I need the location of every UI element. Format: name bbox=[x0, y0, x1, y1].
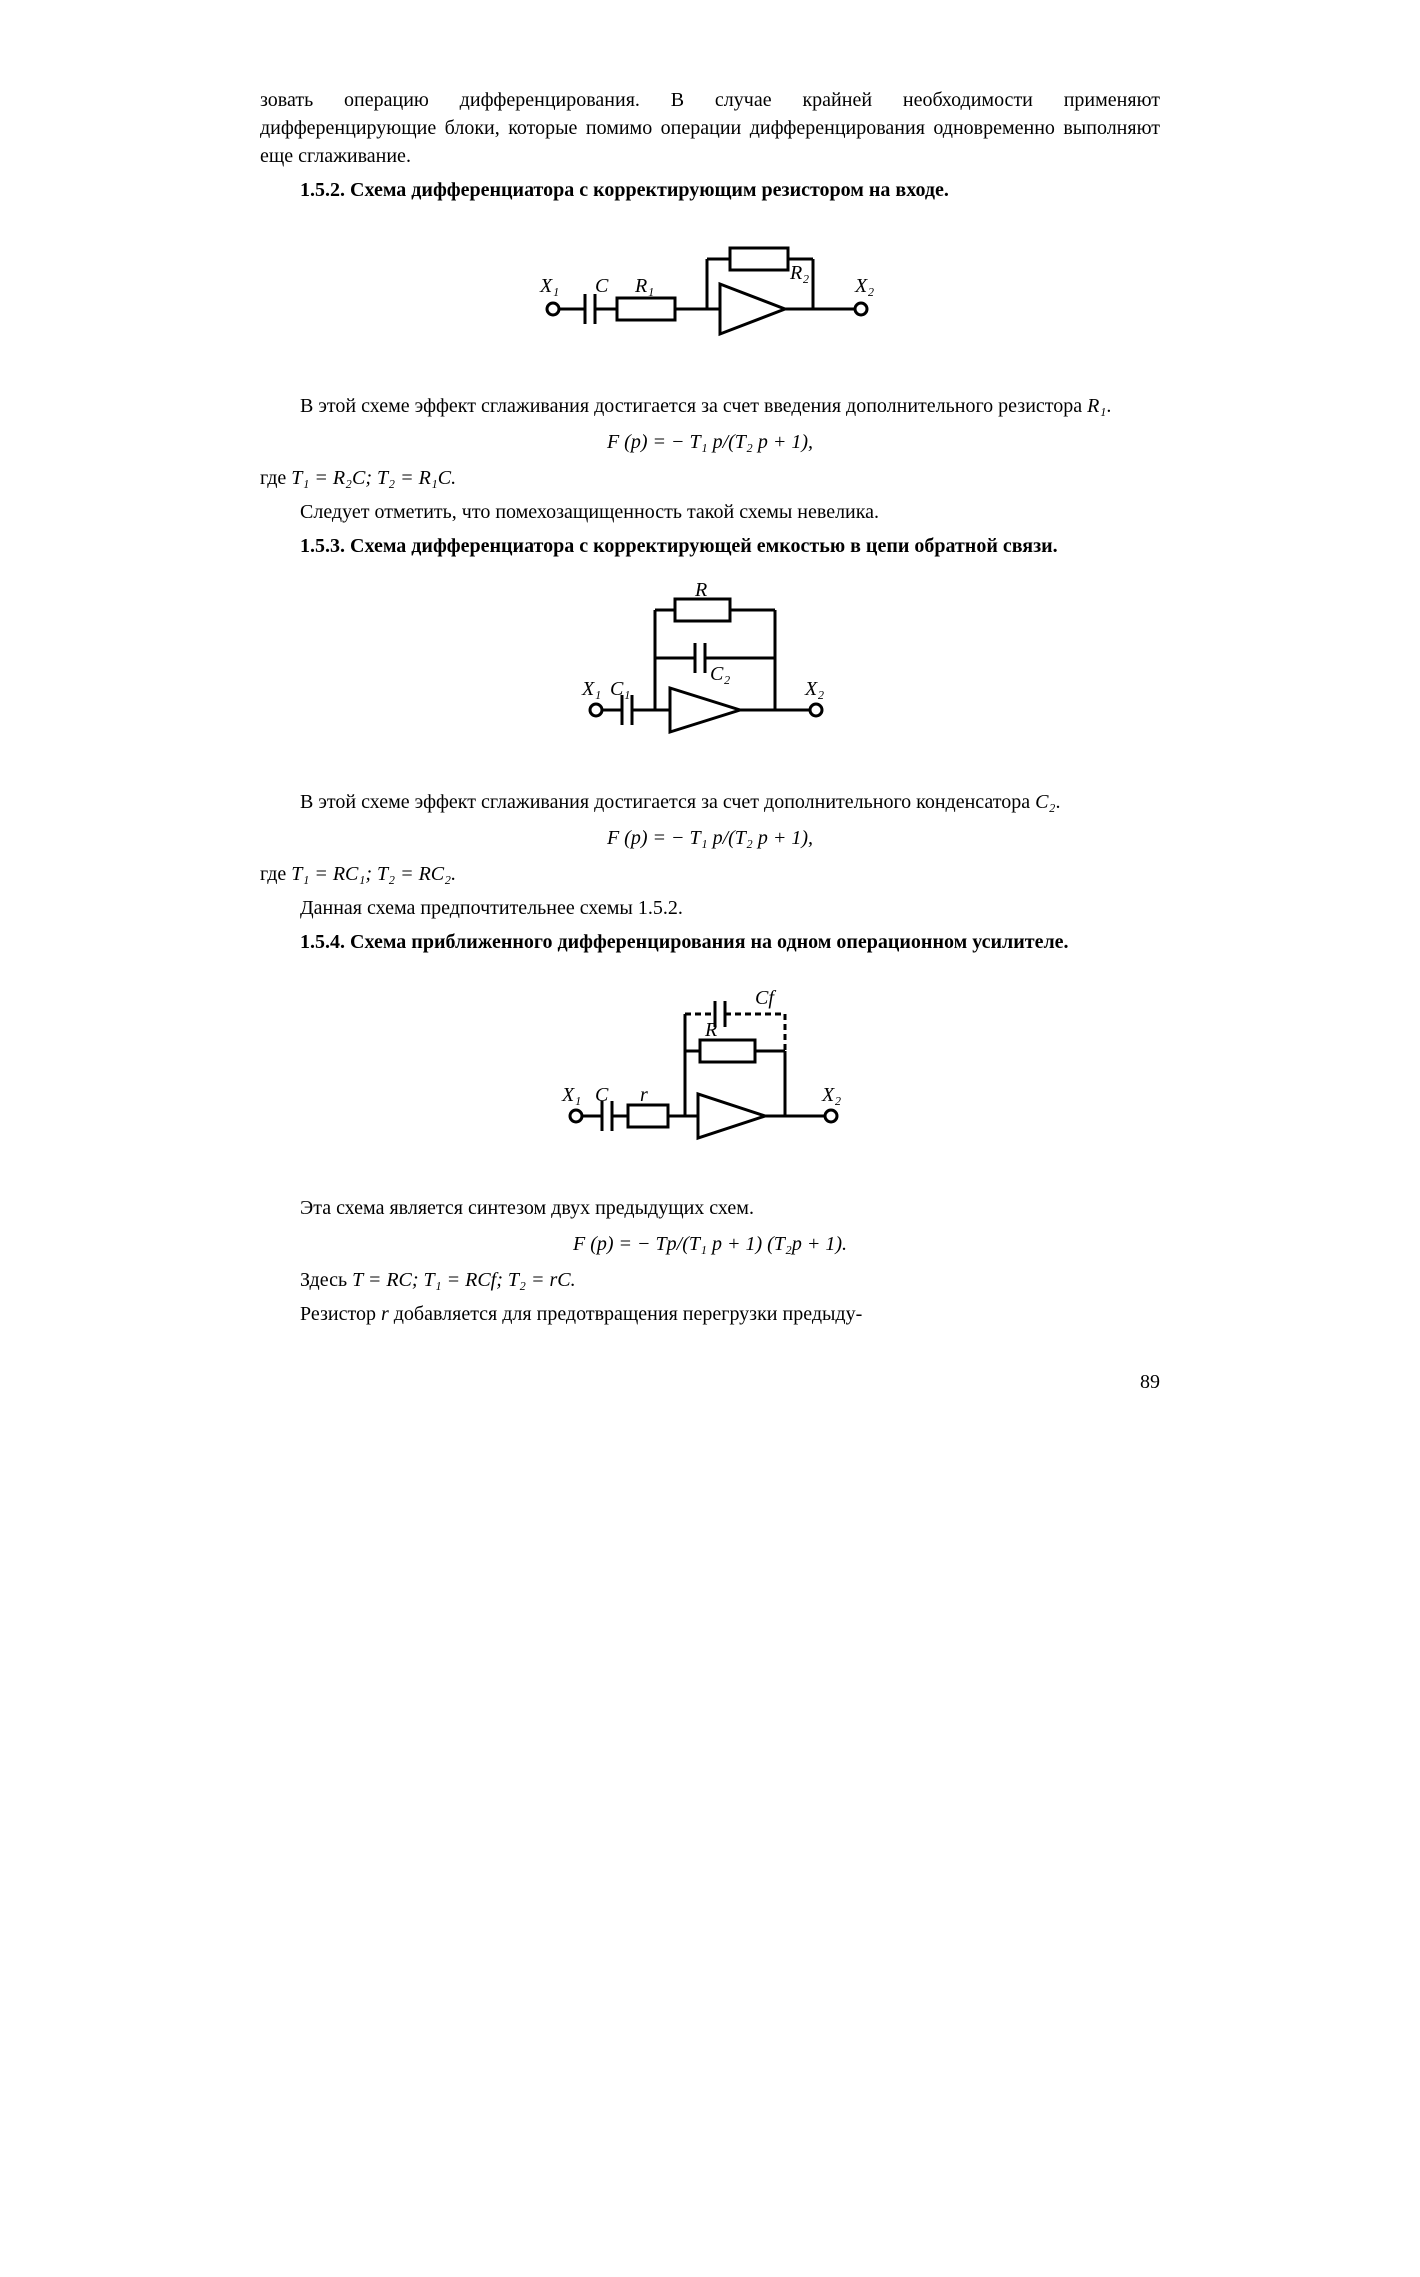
paragraph-4: Следует отметить, что помехозащищенность… bbox=[260, 498, 1160, 526]
paragraph-7: Данная схема предпочтительнее схемы 1.5.… bbox=[260, 894, 1160, 922]
text: В этой схеме эффект сглаживания достигае… bbox=[300, 791, 1035, 813]
var: T₁ = R₂C; T₂ = R₁C. bbox=[291, 467, 456, 489]
paragraph-9: Здесь T = RC; T₁ = RCf; T₂ = rC. bbox=[260, 1266, 1160, 1294]
d2-x2: X₂ bbox=[804, 678, 824, 700]
d1-C: C bbox=[595, 275, 609, 297]
paragraph-10: Резистор r добавляется для предотвращени… bbox=[260, 1300, 1160, 1328]
text: добавляется для предотвращения перегрузк… bbox=[389, 1303, 863, 1325]
section-152: 1.5.2. Схема дифференциатора с корректир… bbox=[260, 176, 1160, 204]
diagram-1-container: X₁ C R₁ R₂ X₂ bbox=[260, 224, 1160, 362]
paragraph-5: В этой схеме эффект сглаживания достигае… bbox=[260, 788, 1160, 816]
text: Здесь bbox=[300, 1269, 352, 1291]
var: R₁ bbox=[1087, 395, 1106, 417]
diagram-2: X₁ C₁ R C₂ X₂ bbox=[580, 580, 840, 750]
text: Резистор bbox=[300, 1303, 381, 1325]
section-heading: 1.5.2. Схема дифференциатора с корректир… bbox=[300, 179, 949, 201]
d3-C: C bbox=[595, 1084, 609, 1106]
page-number: 89 bbox=[260, 1368, 1160, 1396]
var: r bbox=[381, 1303, 389, 1325]
d1-R2: R₂ bbox=[789, 262, 809, 284]
diagram-1: X₁ C R₁ R₂ X₂ bbox=[535, 224, 885, 354]
text: . bbox=[1106, 395, 1111, 417]
diagram-2-container: X₁ C₁ R C₂ X₂ bbox=[260, 580, 1160, 758]
formula-3: F (p) = − Tp/(T₁ p + 1) (T₂p + 1). bbox=[260, 1230, 1160, 1258]
d2-C1: C₁ bbox=[610, 678, 630, 700]
d3-Cf: Cf bbox=[755, 987, 776, 1009]
d2-x1: X₁ bbox=[581, 678, 601, 700]
paragraph-3: где T₁ = R₂C; T₂ = R₁C. bbox=[260, 464, 1160, 492]
var: T = RC; T₁ = RCf; T₂ = rC. bbox=[352, 1269, 576, 1291]
d1-x2: X₂ bbox=[854, 275, 874, 297]
var: C₂ bbox=[1035, 791, 1055, 813]
paragraph-cont: зовать операцию дифференцирования. В слу… bbox=[260, 86, 1160, 170]
var: T₁ = RC₁; T₂ = RC₂. bbox=[291, 863, 456, 885]
section-153: 1.5.3. Схема дифференциатора с корректир… bbox=[260, 532, 1160, 560]
d3-r: r bbox=[640, 1084, 648, 1106]
paragraph-6: где T₁ = RC₁; T₂ = RC₂. bbox=[260, 860, 1160, 888]
formula-1: F (p) = − T₁ p/(T₂ p + 1), bbox=[260, 428, 1160, 456]
d2-C2: C₂ bbox=[710, 663, 730, 685]
d3-R: R bbox=[704, 1019, 717, 1041]
formula-2: F (p) = − T₁ p/(T₂ p + 1), bbox=[260, 824, 1160, 852]
section-heading: 1.5.4. Схема приближенного дифференциров… bbox=[300, 931, 1069, 953]
d1-x1: X₁ bbox=[539, 275, 559, 297]
d3-x2: X₂ bbox=[821, 1084, 841, 1106]
d2-R: R bbox=[694, 580, 707, 601]
text: где bbox=[260, 863, 291, 885]
section-154: 1.5.4. Схема приближенного дифференциров… bbox=[260, 928, 1160, 956]
text: В этой схеме эффект сглаживания достигае… bbox=[300, 395, 1087, 417]
section-heading: 1.5.3. Схема дифференциатора с корректир… bbox=[300, 535, 1058, 557]
text: где bbox=[260, 467, 291, 489]
paragraph-2: В этой схеме эффект сглаживания достигае… bbox=[260, 392, 1160, 420]
d1-R1: R₁ bbox=[634, 275, 654, 297]
text: . bbox=[1055, 791, 1060, 813]
diagram-3: X₁ C r R Cf X₂ bbox=[560, 976, 860, 1156]
d3-x1: X₁ bbox=[561, 1084, 581, 1106]
paragraph-8: Эта схема является синтезом двух предыду… bbox=[260, 1194, 1160, 1222]
diagram-3-container: X₁ C r R Cf X₂ bbox=[260, 976, 1160, 1164]
